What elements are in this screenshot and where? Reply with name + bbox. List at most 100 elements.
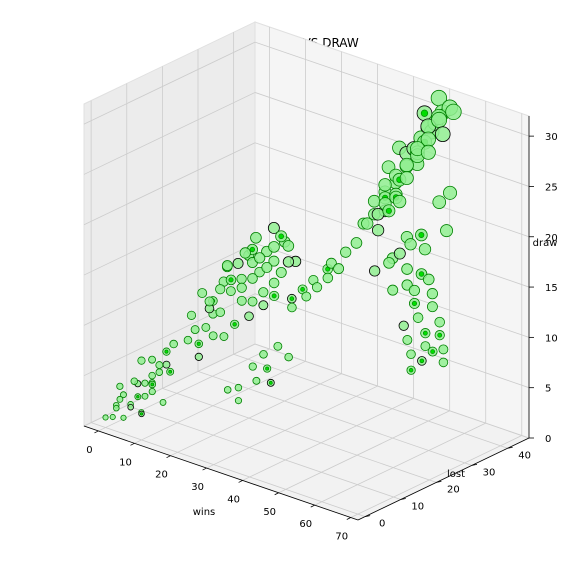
data-point: [134, 393, 142, 401]
data-point: [268, 255, 280, 267]
data-point: [438, 357, 449, 368]
data-point: [246, 243, 258, 256]
data-point: [201, 322, 211, 332]
data-point: [325, 257, 337, 269]
data-point: [267, 222, 280, 234]
x-tick-mark: [310, 504, 315, 508]
data-point: [420, 328, 431, 339]
data-point: [367, 194, 381, 208]
data-point: [247, 273, 258, 284]
data-point: [406, 365, 416, 375]
data-point: [159, 398, 167, 406]
data-point-marker: [273, 341, 283, 351]
data-point: [190, 325, 200, 335]
z-tick-label: 15: [545, 283, 558, 294]
data-point: [398, 320, 409, 331]
data-point: [225, 274, 237, 286]
data-point-marker: [162, 360, 171, 369]
data-point: [322, 272, 334, 284]
z-tick-label: 30: [545, 132, 558, 143]
data-point-marker: [412, 312, 424, 323]
data-point-marker: [422, 273, 435, 286]
data-point-marker: [169, 339, 178, 349]
data-point-marker: [225, 286, 236, 297]
data-point-marker: [268, 241, 280, 253]
data-point-marker: [197, 288, 208, 298]
data-point-marker: [232, 258, 244, 269]
data-point: [219, 332, 229, 341]
data-point-marker: [369, 265, 381, 277]
z-gridline: [83, 192, 256, 276]
data-point-marker: [361, 217, 374, 230]
data-point-marker: [268, 255, 280, 267]
data-point-core: [430, 349, 435, 354]
x-gridline: [350, 435, 522, 518]
data-point: [406, 349, 416, 360]
data-point-marker: [183, 335, 193, 345]
data-point: [204, 296, 215, 307]
data-point: [399, 157, 414, 173]
data-point-marker: [420, 341, 431, 352]
data-point-marker: [282, 240, 295, 252]
data-point-marker: [398, 320, 409, 331]
data-point: [361, 217, 374, 230]
data-point-marker: [208, 331, 218, 341]
data-point-marker: [311, 282, 323, 293]
data-point: [221, 260, 233, 272]
data-point-marker: [239, 247, 251, 259]
data-point-marker: [340, 246, 352, 258]
data-point-core: [418, 271, 425, 277]
data-point-marker: [116, 395, 124, 403]
data-point: [109, 413, 116, 421]
data-point: [197, 288, 208, 298]
x-gridline: [314, 422, 486, 506]
z-tick-label: 5: [545, 384, 551, 395]
data-point-core: [232, 322, 237, 327]
data-point: [399, 171, 414, 185]
data-point-marker: [438, 357, 449, 368]
data-point-marker: [244, 311, 254, 322]
data-point-marker: [284, 352, 293, 362]
data-point: [239, 247, 251, 259]
data-point: [420, 341, 431, 352]
data-point-marker: [250, 231, 262, 244]
y-tick-label: 40: [518, 450, 531, 461]
data-point: [443, 185, 458, 200]
data-point: [250, 231, 262, 244]
data-point: [183, 335, 193, 345]
data-point: [434, 126, 451, 143]
y-tick-label: 20: [447, 484, 460, 495]
data-point-marker: [371, 224, 385, 237]
x-gridline: [134, 360, 306, 444]
data-point-marker: [223, 386, 232, 394]
data-point-marker: [440, 224, 454, 238]
data-point: [155, 361, 164, 370]
y-gridline: [197, 370, 473, 466]
x-tick-label: 70: [335, 532, 348, 543]
data-point-marker: [236, 273, 247, 285]
data-point-marker: [258, 300, 269, 311]
data-point: [418, 243, 432, 256]
data-point: [268, 241, 280, 253]
data-point: [162, 360, 171, 369]
data-point-marker: [392, 194, 407, 209]
data-point-marker: [268, 277, 280, 289]
data-point-core: [385, 207, 392, 214]
data-point: [434, 330, 445, 341]
data-point: [445, 103, 462, 121]
data-point: [382, 204, 396, 218]
x-tick-mark: [130, 442, 135, 446]
data-point: [148, 371, 156, 380]
data-point-marker: [201, 322, 211, 332]
data-point: [230, 319, 240, 329]
data-point-marker: [406, 349, 416, 360]
data-point: [194, 352, 203, 361]
data-point-marker: [236, 295, 247, 306]
data-point-core: [228, 277, 234, 283]
data-point: [287, 293, 297, 304]
x-tick-mark: [94, 430, 99, 434]
data-point-core: [300, 287, 305, 292]
x-tick-mark: [346, 517, 351, 520]
data-point: [137, 356, 146, 365]
data-point-marker: [350, 237, 363, 249]
